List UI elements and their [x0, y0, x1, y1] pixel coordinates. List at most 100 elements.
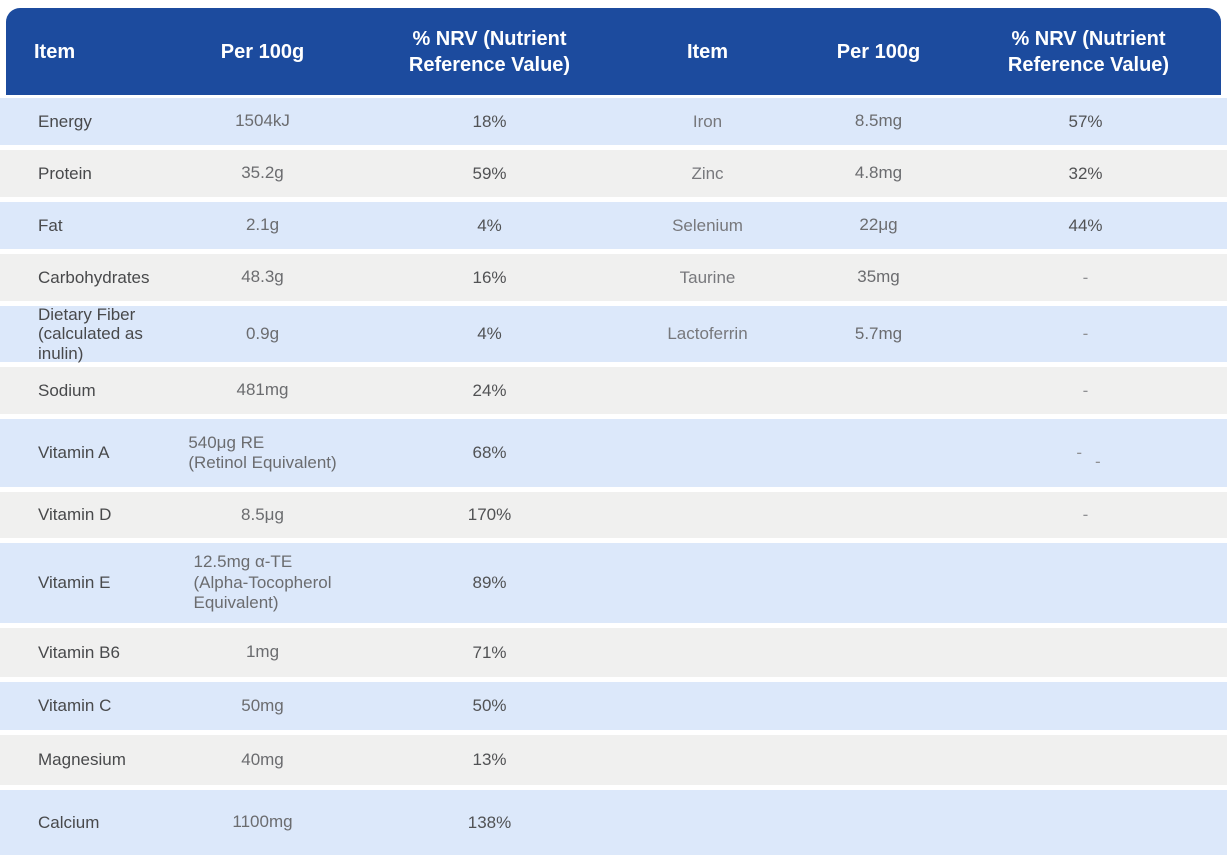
- left-nrv-cell: 138%: [365, 790, 614, 855]
- right-nrv-cell: [956, 628, 1227, 677]
- header-left-item: Item: [6, 39, 160, 65]
- table-header-row: Item Per 100g % NRV (Nutrient Reference …: [6, 8, 1221, 95]
- header-right-nrv-label: % NRV (Nutrient Reference Value): [1007, 27, 1170, 76]
- nutrient-value: 4.8mg: [854, 163, 903, 183]
- header-right-item: Item: [614, 39, 801, 65]
- left-nrv-cell: 4%: [365, 202, 614, 249]
- left-value-cell: 8.5μg: [160, 492, 365, 538]
- right-nrv-cell: -: [956, 254, 1227, 301]
- right-value-cell: [801, 735, 956, 785]
- header-right-item-label: Item: [686, 40, 729, 63]
- right-value-cell: [801, 790, 956, 855]
- left-nrv-cell: 24%: [365, 367, 614, 414]
- nutrient-nrv: 71%: [472, 642, 507, 662]
- left-item-cell: Vitamin D: [0, 492, 160, 538]
- left-nrv-cell: 59%: [365, 150, 614, 197]
- left-nrv-cell: 170%: [365, 492, 614, 538]
- nutrient-value: 0.9g: [245, 323, 280, 343]
- table-row: Protein 35.2g 59% Zinc 4.8mg 32%: [0, 150, 1227, 197]
- left-value-cell: 481mg: [160, 367, 365, 414]
- right-value-cell: [801, 492, 956, 538]
- table-row: Fat 2.1g 4% Selenium 22μg 44%: [0, 202, 1227, 249]
- left-value-cell: 50mg: [160, 682, 365, 730]
- left-item-cell: Vitamin E: [0, 543, 160, 623]
- nutrient-value: 1504kJ: [235, 111, 290, 131]
- right-nrv-cell: [956, 735, 1227, 785]
- nutrient-value: 8.5μg: [241, 504, 284, 524]
- table-row: Magnesium 40mg 13%: [0, 735, 1227, 785]
- nutrient-nrv: 57%: [1068, 111, 1103, 131]
- right-value-cell: [801, 367, 956, 414]
- nutrient-name: Selenium: [672, 215, 743, 235]
- nutrient-nrv: 32%: [1068, 163, 1103, 183]
- nutrient-nrv: -: [1076, 443, 1082, 462]
- right-value-cell: 22μg: [801, 202, 956, 249]
- left-item-cell: Fat: [0, 202, 160, 249]
- nutrient-name: Sodium: [38, 380, 96, 400]
- nutrient-value: 50mg: [241, 695, 284, 715]
- left-nrv-cell: 50%: [365, 682, 614, 730]
- nutrient-nrv-extra-dash: -: [1095, 452, 1101, 471]
- left-item-cell: Vitamin C: [0, 682, 160, 730]
- left-value-cell: 1mg: [160, 628, 365, 677]
- right-item-cell: Lactoferrin: [614, 306, 801, 362]
- right-item-cell: [614, 419, 801, 487]
- right-nrv-cell: 32%: [956, 150, 1227, 197]
- left-nrv-cell: 13%: [365, 735, 614, 785]
- right-item-cell: [614, 492, 801, 538]
- right-item-cell: [614, 367, 801, 414]
- nutrient-nrv: -: [1082, 380, 1089, 400]
- left-value-cell: 540μg RE (Retinol Equivalent): [160, 419, 365, 487]
- left-item-cell: Vitamin B6: [0, 628, 160, 677]
- right-value-cell: 35mg: [801, 254, 956, 301]
- nutrient-nrv: 68%: [472, 443, 507, 462]
- table-row: Energy 1504kJ 18% Iron 8.5mg 57%: [0, 98, 1227, 145]
- header-right-nrv: % NRV (Nutrient Reference Value): [956, 26, 1221, 78]
- nutrient-name: Vitamin B6: [38, 642, 120, 662]
- right-value-cell: [801, 543, 956, 623]
- nutrient-name: Vitamin D: [38, 505, 112, 525]
- nutrient-name: Iron: [692, 111, 723, 131]
- nutrient-nrv: -: [1082, 267, 1089, 287]
- nutrient-nrv: 4%: [477, 215, 502, 235]
- nutrient-name: Energy: [38, 111, 92, 131]
- header-left-per100g-label: Per 100g: [220, 40, 305, 63]
- right-item-cell: [614, 735, 801, 785]
- table-row: Vitamin B6 1mg 71%: [0, 628, 1227, 677]
- nutrient-value: 8.5mg: [854, 111, 903, 131]
- nutrient-value: 540μg RE (Retinol Equivalent): [188, 432, 337, 472]
- left-nrv-cell: 89%: [365, 543, 614, 623]
- right-item-cell: Zinc: [614, 150, 801, 197]
- nutrient-nrv: 13%: [472, 750, 507, 769]
- right-value-cell: [801, 419, 956, 487]
- left-value-cell: 35.2g: [160, 150, 365, 197]
- nutrient-name: Lactoferrin: [667, 324, 748, 344]
- right-nrv-cell: -: [956, 306, 1227, 362]
- nutrient-nrv: 138%: [467, 812, 512, 832]
- nutrient-value: 481mg: [236, 380, 289, 400]
- nutrient-nrv: -: [1082, 505, 1089, 524]
- nutrient-name: Vitamin E: [38, 573, 111, 593]
- table-row: Dietary Fiber (calculated as inulin) 0.9g…: [0, 305, 1227, 363]
- table-row: Vitamin D 8.5μg 170% -: [0, 492, 1227, 538]
- left-nrv-cell: 18%: [365, 98, 614, 145]
- table-row: Vitamin A 540μg RE (Retinol Equivalent) 68…: [0, 419, 1227, 487]
- left-item-cell: Carbohydrates: [0, 254, 160, 301]
- left-value-cell: 40mg: [160, 735, 365, 785]
- right-nrv-cell: 57%: [956, 98, 1227, 145]
- right-nrv-cell: [956, 790, 1227, 855]
- nutrient-nrv: 4%: [477, 324, 502, 343]
- right-value-cell: [801, 628, 956, 677]
- header-right-per100g: Per 100g: [801, 39, 956, 65]
- nutrient-nrv: 18%: [472, 111, 507, 131]
- nutrient-value: 1100mg: [232, 812, 293, 832]
- left-value-cell: 1504kJ: [160, 98, 365, 145]
- right-nrv-cell: -: [956, 492, 1227, 538]
- table-row: Sodium 481mg 24% -: [0, 367, 1227, 414]
- right-value-cell: 8.5mg: [801, 98, 956, 145]
- header-left-nrv-label: % NRV (Nutrient Reference Value): [408, 27, 571, 76]
- left-value-cell: 2.1g: [160, 202, 365, 249]
- left-value-cell: 12.5mg α-TE (Alpha-Tocopherol Equivalent…: [160, 543, 365, 623]
- left-nrv-cell: 16%: [365, 254, 614, 301]
